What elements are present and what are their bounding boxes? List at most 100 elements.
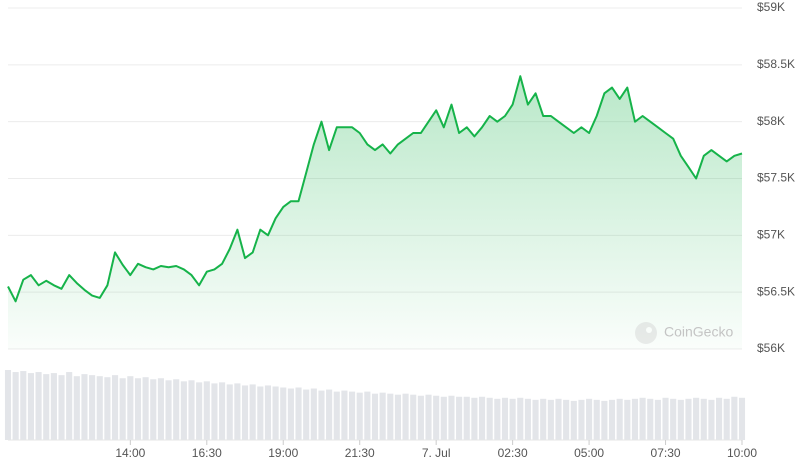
volume-bar [417,395,424,440]
volume-bar [50,373,57,440]
volume-bar [341,390,348,440]
volume-bar [677,399,684,440]
volume-bar [540,398,547,440]
volume-bar [326,389,333,440]
volume-bar [264,385,272,440]
y-tick-label: $56.5K [757,284,795,298]
volume-bar [402,393,409,440]
volume-bar [295,387,302,440]
volume-bar [624,399,631,440]
volume-bar [371,393,379,440]
volume-bar [27,373,34,440]
volume-bar [509,398,516,440]
y-tick-label: $56K [757,341,785,355]
volume-bar [471,397,478,440]
volume-bar [532,399,539,440]
volume-bar [96,376,103,440]
watermark-logo [635,322,657,344]
volume-bar [241,385,249,440]
volume-bar [608,399,616,440]
volume-bar [111,375,119,440]
y-tick-label: $58K [757,114,785,128]
volume-bar [287,388,294,440]
volume-bar [81,374,88,440]
volume-bar [142,377,149,440]
volume-bar [517,397,524,440]
volume-bar [203,381,210,440]
volume-bar [616,398,623,440]
volume-bar [631,398,639,440]
volume-bar [333,391,340,440]
volume-bar [127,376,134,440]
volume-bar [387,393,394,440]
watermark: CoinGecko [664,324,733,340]
x-tick-label: 21:30 [345,446,375,460]
volume-bar [394,394,401,440]
volume-bar [501,397,509,440]
volume-bar [647,398,654,440]
volume-bar [188,380,195,440]
volume-bar [173,379,180,440]
y-tick-label: $57.5K [757,171,795,185]
x-tick-label: 7. Jul [422,446,451,460]
x-tick-label: 07:30 [651,446,681,460]
volume-bar [448,395,455,440]
x-tick-label: 02:30 [498,446,528,460]
volume-bar [226,384,233,440]
volume-bar [555,398,562,440]
volume-bar [563,399,570,440]
volume-bar [303,389,310,440]
volume-bar [586,398,593,440]
volume-bar [356,392,363,440]
volume-bar [364,391,371,440]
volume-bar [654,399,661,440]
volume-bar [349,391,356,440]
volume-bar [570,400,577,440]
volume-bar [165,380,172,440]
volume-bar [433,395,440,440]
volume-bar [494,398,501,440]
volume-bar [685,398,692,440]
volume-bar [150,379,157,440]
y-tick-label: $59K [757,0,785,14]
x-tick-label: 19:00 [268,446,298,460]
volume-bar [486,397,493,440]
price-line [7,75,743,303]
volume-bar [157,378,164,440]
volume-bar [35,372,42,440]
x-tick-label: 10:00 [727,446,757,460]
volume-bar [693,397,700,440]
volume-bar [20,371,27,440]
volume-bar [731,396,738,440]
volume-bar [249,384,256,440]
volume-bar [280,387,287,440]
volume-bar [12,372,19,440]
volume-bar [257,386,264,440]
volume-bar [639,397,646,440]
volume-bar [738,397,746,440]
volume-bar [456,396,463,440]
volume-bar [66,372,73,440]
volume-bar [272,386,279,440]
volume-bar [234,383,241,440]
volume-bar [219,382,226,440]
volume-bar [723,398,730,440]
volume-bar [463,396,470,440]
volume-bar [318,390,325,440]
volume-bar [478,396,486,440]
volume-bar [211,383,218,440]
volume-bar [104,377,111,440]
volume-bar [196,382,203,440]
y-tick-label: $58.5K [757,57,795,71]
volume-bar [578,399,585,440]
y-tick-label: $57K [757,228,785,242]
volume-bar [601,400,608,440]
volume-bar [43,374,50,440]
volume-bar [716,397,723,440]
volume-bar [425,394,432,440]
area-fill [8,76,742,349]
volume-bar [524,398,531,440]
volume-bar [708,399,715,440]
volume-bar [310,388,317,440]
